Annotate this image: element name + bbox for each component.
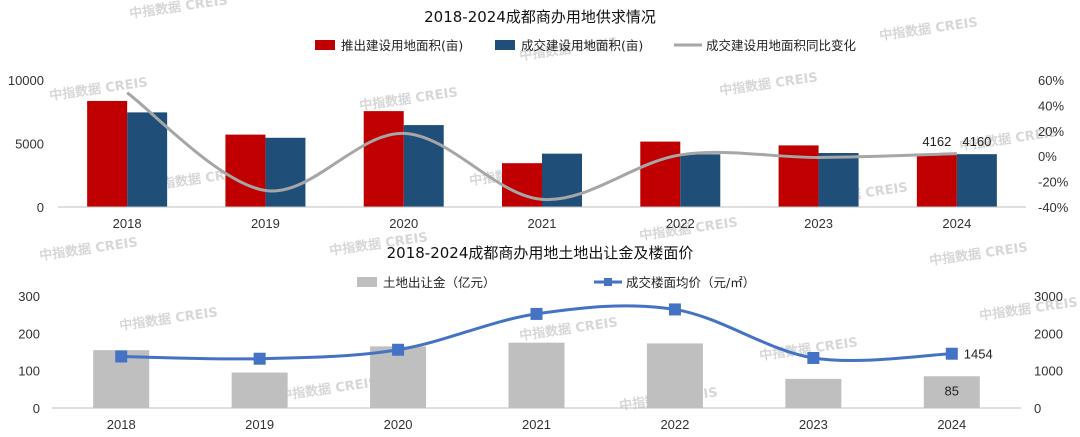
x-tick-label: 2023	[804, 216, 833, 231]
y-left-tick-label: 10000	[8, 73, 44, 88]
y-right-tick-label: -20%	[1038, 175, 1069, 190]
y-left-tick-label: 300	[18, 289, 40, 304]
y-right-tick-label: 20%	[1038, 124, 1064, 139]
bar-2020-s0	[370, 346, 427, 408]
x-tick-label: 2018	[107, 417, 136, 432]
watermark-text: 中指数据 CREIS	[928, 239, 1028, 269]
watermark-text: 中指数据 CREIS	[718, 69, 818, 99]
y-right-tick-label: 2000	[1034, 326, 1063, 341]
bar-2018-s1	[127, 112, 168, 207]
watermark-text: 中指数据 CREIS	[128, 0, 228, 22]
bar-2022-s1	[680, 154, 721, 207]
y-right-tick-label: 0	[1034, 401, 1041, 416]
y-right-tick-label: 1000	[1034, 364, 1063, 379]
bar-2023-s0	[778, 145, 819, 207]
x-tick-label: 2023	[799, 417, 828, 432]
watermark-text: 中指数据 CREIS	[358, 84, 458, 114]
watermark-text: 中指数据 CREIS	[878, 14, 978, 44]
y-left-tick-label: 0	[33, 401, 40, 416]
x-tick-label: 2022	[666, 216, 695, 231]
x-tick-label: 2018	[113, 216, 142, 231]
x-tick-label: 2024	[942, 216, 971, 231]
y-left-tick-label: 100	[18, 364, 40, 379]
watermark-text: 中指数据 CREIS	[978, 294, 1078, 324]
legend-label: 成交建设用地面积(亩)	[521, 38, 643, 53]
line-marker-2024	[945, 347, 958, 360]
data-label: 1454	[964, 347, 993, 362]
bar-2023-s1	[818, 153, 859, 207]
chart-title: 2018-2024成都商办用地供求情况	[424, 8, 656, 26]
x-tick-label: 2019	[245, 417, 274, 432]
line-marker-2020	[392, 343, 405, 356]
legend-swatch-bar	[357, 277, 377, 287]
bar-2024-s0	[916, 154, 957, 207]
y-left-tick-label: 5000	[15, 137, 44, 152]
legend-swatch-bar	[315, 40, 335, 50]
bar-2023-s0	[785, 378, 842, 408]
x-tick-label: 2019	[251, 216, 280, 231]
line-marker-2018	[115, 350, 128, 363]
line-marker-2022	[668, 303, 681, 316]
x-tick-label: 2021	[528, 216, 557, 231]
x-tick-label: 2021	[522, 417, 551, 432]
y-right-tick-label: 3000	[1034, 289, 1063, 304]
chart-title: 2018-2024成都商办用地土地出让金及楼面价	[387, 244, 694, 262]
series-line-2	[126, 91, 957, 201]
bar-2022-s0	[646, 343, 703, 408]
y-left-tick-label: 0	[37, 200, 44, 215]
bar-2019-s0	[225, 134, 266, 207]
x-tick-label: 2024	[937, 417, 966, 432]
bar-2020-s0	[363, 111, 404, 207]
y-right-tick-label: 40%	[1038, 98, 1064, 113]
y-right-tick-label: 0%	[1038, 149, 1057, 164]
legend-label: 推出建设用地面积(亩)	[341, 38, 463, 53]
bar-2021-s0	[508, 342, 565, 408]
legend-swatch-bar	[495, 40, 515, 50]
bar-2018-s0	[87, 100, 128, 207]
data-label: 85	[945, 383, 959, 398]
data-label: 4162	[922, 134, 951, 149]
bar-2019-s0	[231, 372, 288, 408]
x-tick-label: 2020	[389, 216, 418, 231]
legend-swatch-marker	[604, 278, 612, 286]
legend-label: 土地出让金（亿元）	[383, 275, 496, 290]
bar-2021-s0	[502, 163, 542, 207]
bar-2022-s0	[640, 141, 681, 207]
legend-label: 成交楼面均价（元/㎡）	[626, 275, 755, 290]
y-right-tick-label: 60%	[1038, 73, 1064, 88]
legend-label: 成交建设用地面积同比变化	[706, 38, 857, 53]
watermark-text: 中指数据 CREIS	[38, 234, 138, 264]
y-left-tick-label: 200	[18, 326, 40, 341]
bar-2019-s1	[265, 137, 306, 207]
data-label: 4160	[962, 134, 991, 149]
bar-2024-s1	[956, 154, 997, 207]
bar-2024-s0	[923, 376, 980, 408]
x-tick-label: 2020	[384, 417, 413, 432]
line-marker-2021	[530, 307, 543, 320]
watermark-text: 中指数据 CREIS	[278, 374, 378, 404]
watermark-text: 中指数据 CREIS	[118, 304, 218, 334]
x-tick-label: 2022	[660, 417, 689, 432]
y-right-tick-label: -40%	[1038, 200, 1069, 215]
line-marker-2019	[253, 352, 266, 365]
line-marker-2023	[807, 351, 820, 364]
